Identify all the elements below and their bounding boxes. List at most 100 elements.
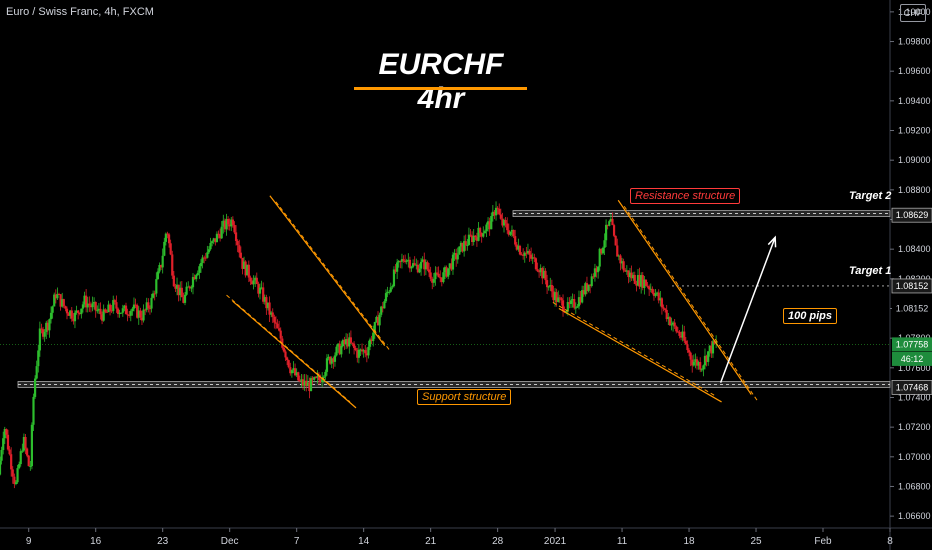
x-tick-label: Dec	[221, 536, 239, 547]
candle-body	[345, 339, 348, 344]
y-tick-label: 1.09000	[898, 155, 931, 165]
price-axis[interactable]: 1.06600 1.06800 1.07000 1.07200 1.07400 1.076…	[890, 7, 932, 521]
candle-body	[692, 361, 695, 366]
y-tick-label: 1.08400	[898, 244, 931, 254]
candle-body	[110, 310, 113, 312]
candle-body	[0, 450, 3, 461]
x-tick-label: 11	[617, 536, 628, 547]
candle-body	[333, 355, 337, 362]
candle-body	[625, 270, 628, 272]
candle-body	[78, 312, 81, 315]
candle-body	[233, 224, 236, 233]
candle-body	[11, 469, 14, 477]
candle-body	[555, 292, 558, 302]
candle-body	[633, 274, 636, 284]
candle-body	[129, 311, 132, 316]
candle-body	[338, 343, 341, 355]
candle-body	[654, 293, 657, 296]
candle-body	[611, 218, 614, 226]
y-tick-label: 1.07400	[898, 392, 931, 402]
candle-body	[681, 331, 684, 338]
candle-body	[226, 219, 230, 225]
candle-body	[156, 271, 160, 280]
candle-body	[195, 275, 198, 280]
currency-button[interactable]: CHF	[900, 4, 926, 22]
candle-body	[480, 232, 483, 237]
candle-body	[370, 339, 373, 342]
y-tick-label: 1.09400	[898, 96, 931, 106]
candle-body	[630, 272, 633, 279]
candle-body	[112, 300, 115, 311]
candle-body	[182, 297, 185, 303]
candle-body	[694, 359, 697, 362]
candle-body	[702, 365, 705, 370]
candle-body	[265, 297, 268, 309]
candle-body	[691, 359, 694, 366]
candle-body	[469, 234, 472, 236]
candle-body	[399, 260, 402, 262]
candle-body	[193, 277, 196, 280]
candle-body	[453, 253, 456, 255]
candle-body	[466, 244, 469, 246]
candle-body	[220, 226, 223, 239]
channel-lower-dashed	[552, 302, 716, 397]
candle-body	[100, 314, 104, 321]
candle-body	[164, 233, 167, 242]
candle-body	[211, 241, 214, 243]
candle-body	[285, 357, 289, 361]
candle-body	[455, 253, 458, 260]
candle-body	[667, 317, 670, 320]
candle-body	[424, 262, 427, 270]
candle-body	[389, 287, 392, 292]
candle-body	[463, 241, 466, 252]
chart-title: EURCHF 4hr	[378, 48, 504, 115]
candle-body	[388, 291, 391, 293]
candle-body	[91, 303, 94, 308]
candle-body	[671, 322, 675, 325]
candle-body	[278, 328, 281, 331]
support-zone	[17, 381, 891, 388]
candle-body	[590, 276, 593, 286]
candle-body	[518, 245, 522, 255]
candle-body	[295, 372, 298, 376]
candle-body	[5, 428, 8, 435]
candle-body	[313, 377, 316, 380]
candle-body	[488, 221, 491, 230]
candle-body	[204, 257, 207, 259]
candle-body	[348, 337, 351, 347]
candle-body	[16, 468, 19, 483]
candle-body	[604, 224, 608, 241]
candle-body	[234, 232, 238, 241]
x-tick-label: 21	[425, 536, 437, 547]
candle-body	[584, 283, 587, 295]
candle-body	[705, 355, 708, 362]
candle-body	[490, 216, 493, 230]
candle-body	[574, 307, 577, 309]
price-label: 1.07468	[896, 382, 929, 392]
candle-body	[94, 301, 97, 311]
candle-body	[242, 261, 246, 269]
candle-body	[402, 259, 405, 262]
candle-body	[177, 284, 180, 296]
candle-body	[486, 221, 490, 225]
candle-body	[273, 316, 276, 323]
candle-body	[598, 248, 601, 267]
candle-body	[699, 362, 702, 370]
candle-body	[437, 273, 440, 278]
candle-body	[644, 279, 648, 286]
candle-body	[330, 358, 333, 364]
candle-body	[603, 240, 606, 248]
candle-body	[517, 245, 520, 250]
candle-body	[27, 455, 30, 467]
candle-body	[167, 234, 171, 244]
candle-body	[458, 246, 461, 255]
symbol-title: Euro / Swiss Franc, 4h, FXCM	[6, 6, 154, 18]
candle-body	[276, 323, 279, 329]
candle-body	[439, 277, 442, 279]
candle-body	[142, 309, 145, 321]
candle-body	[290, 370, 293, 374]
candle-body	[188, 286, 191, 289]
time-axis[interactable]: 9 16 23 Dec 7 14 21 28 2021 11 18 25 Feb 8	[26, 528, 893, 547]
candle-body	[300, 379, 303, 381]
